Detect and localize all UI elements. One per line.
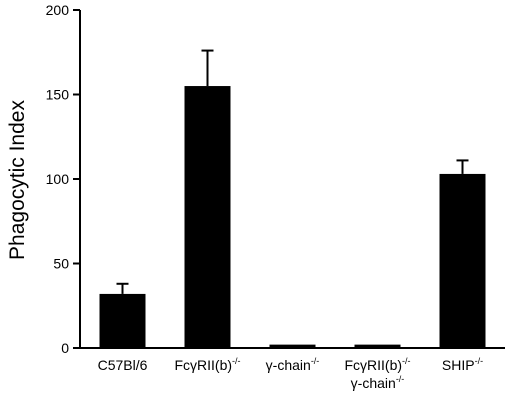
bar xyxy=(99,293,146,348)
y-tick-label: 50 xyxy=(53,256,69,272)
y-tick-label: 200 xyxy=(46,2,70,18)
x-category-label: γ-chain-/- xyxy=(266,356,320,373)
bar xyxy=(354,344,401,348)
x-category-superscript: -/- xyxy=(402,356,411,366)
bar xyxy=(439,173,486,348)
bars xyxy=(99,86,486,349)
y-tick-label: 100 xyxy=(46,171,70,187)
y-tick-label: 150 xyxy=(46,87,70,103)
x-category-label: C57Bl/6 xyxy=(98,357,148,373)
bar xyxy=(269,344,316,348)
x-category-superscript: -/- xyxy=(396,374,405,384)
bar xyxy=(184,86,231,349)
error-bars xyxy=(116,49,469,294)
y-tick-label: 0 xyxy=(61,340,69,356)
x-category-label: FcγRII(b)-/- xyxy=(344,356,410,373)
x-category-label: γ-chain-/- xyxy=(351,374,405,391)
x-category-superscript: -/- xyxy=(311,356,320,366)
x-category-superscript: -/- xyxy=(232,356,241,366)
x-category-label: FcγRII(b)-/- xyxy=(174,356,240,373)
y-axis-label: Phagocytic Index xyxy=(6,100,29,260)
x-category-label: SHIP-/- xyxy=(442,356,483,373)
x-axis-labels: C57Bl/6 FcγRII(b)-/- γ-chain-/- FcγRII(b)-/… xyxy=(98,356,484,391)
x-category-superscript: -/- xyxy=(475,356,484,366)
y-axis-ticks: 0 50 100 150 200 xyxy=(46,2,80,356)
